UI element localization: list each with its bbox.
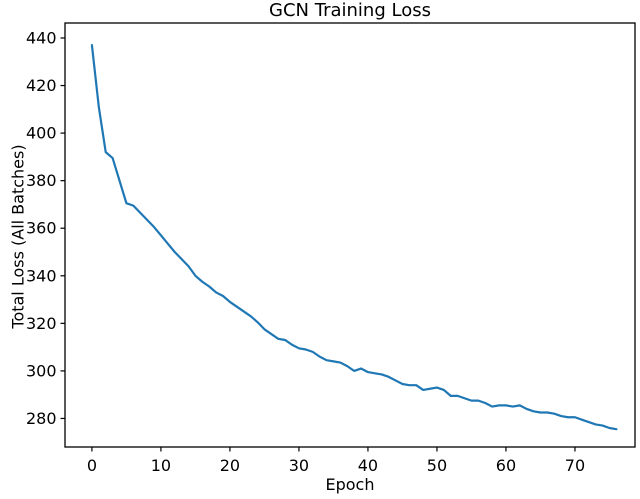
x-tick-label: 50 xyxy=(427,456,447,475)
x-tick-label: 70 xyxy=(565,456,585,475)
x-tick-label: 40 xyxy=(358,456,378,475)
y-tick-label: 300 xyxy=(26,361,57,380)
x-tick-label: 60 xyxy=(496,456,516,475)
y-tick-label: 400 xyxy=(26,124,57,143)
x-tick-label: 20 xyxy=(220,456,240,475)
y-tick-label: 380 xyxy=(26,171,57,190)
x-tick-label: 30 xyxy=(289,456,309,475)
y-tick-label: 340 xyxy=(26,266,57,285)
x-tick-label: 0 xyxy=(87,456,97,475)
y-tick-label: 420 xyxy=(26,76,57,95)
x-axis-label: Epoch xyxy=(325,475,375,494)
y-tick-label: 360 xyxy=(26,219,57,238)
y-tick-label: 440 xyxy=(26,28,57,47)
plot-border xyxy=(64,22,636,448)
y-tick-label: 280 xyxy=(26,409,57,428)
x-tick-label: 10 xyxy=(151,456,171,475)
chart-title: GCN Training Loss xyxy=(269,0,431,21)
y-tick-label: 320 xyxy=(26,314,57,333)
training-loss-line xyxy=(90,44,618,431)
